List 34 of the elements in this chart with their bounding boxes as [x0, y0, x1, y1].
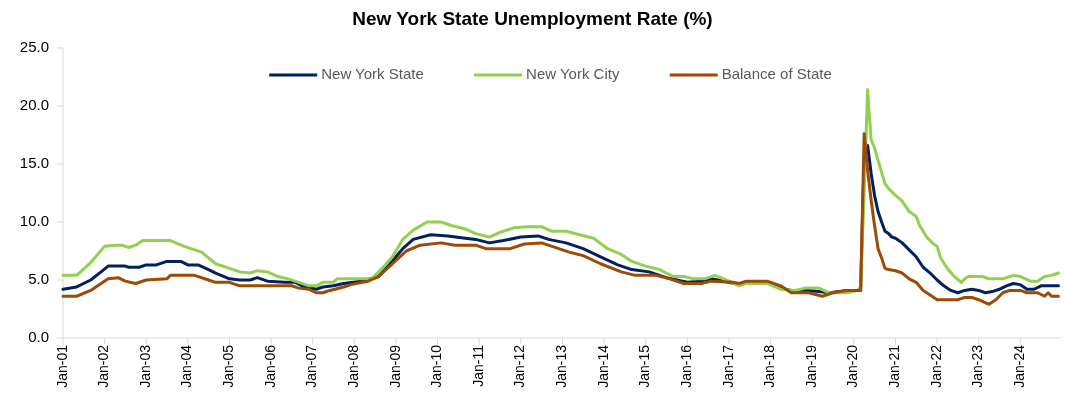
- x-tick-label: Jan-17: [719, 344, 736, 388]
- x-tick-label: Jan-13: [553, 344, 570, 388]
- y-tick-label: 25.0: [19, 37, 49, 55]
- x-tick-label: Jan-02: [95, 344, 112, 388]
- x-tick-label: Jan-18: [761, 344, 778, 388]
- y-tick-label: 0.0: [28, 327, 49, 345]
- x-tick-label: Jan-11: [469, 344, 486, 387]
- x-tick-label: Jan-19: [802, 344, 819, 388]
- x-tick-label: Jan-05: [220, 344, 237, 388]
- legend-label: New York City: [526, 64, 620, 82]
- chart-title: New York State Unemployment Rate (%): [352, 8, 713, 30]
- y-tick-label: 15.0: [19, 153, 49, 171]
- x-tick-label: Jan-21: [886, 344, 903, 388]
- x-tick-label: Jan-14: [594, 344, 611, 388]
- y-tick-label: 10.0: [19, 211, 49, 229]
- x-tick-label: Jan-15: [636, 344, 653, 388]
- x-tick-label: Jan-12: [511, 344, 528, 388]
- x-tick-label: Jan-23: [969, 344, 986, 388]
- x-tick-label: Jan-01: [53, 344, 70, 388]
- legend-label: Balance of State: [721, 64, 832, 82]
- x-tick-label: Jan-09: [386, 344, 403, 388]
- y-tick-label: 5.0: [28, 269, 49, 287]
- legend-label: New York State: [321, 64, 424, 82]
- x-tick-label: Jan-04: [178, 344, 195, 388]
- x-tick-label: Jan-24: [1010, 344, 1027, 388]
- x-tick-label: Jan-10: [428, 344, 445, 388]
- x-tick-label: Jan-07: [303, 344, 320, 388]
- x-tick-label: Jan-22: [927, 344, 944, 388]
- x-tick-label: Jan-08: [344, 344, 361, 388]
- y-tick-label: 20.0: [19, 95, 49, 113]
- x-tick-label: Jan-03: [136, 344, 153, 388]
- x-tick-label: Jan-20: [844, 344, 861, 388]
- x-tick-label: Jan-16: [677, 344, 694, 388]
- x-tick-label: Jan-06: [261, 344, 278, 388]
